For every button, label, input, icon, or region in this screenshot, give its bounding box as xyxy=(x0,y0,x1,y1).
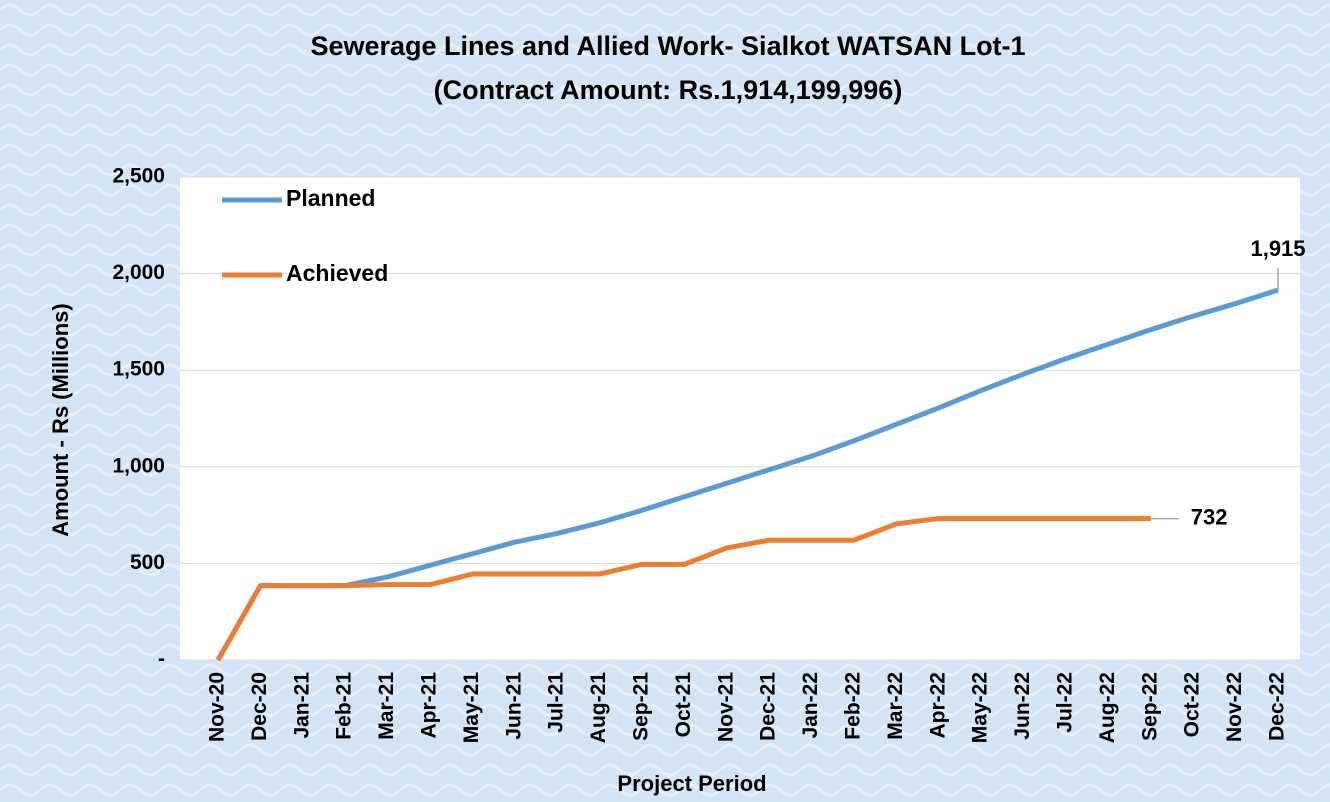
x-tick-label: Jun-22 xyxy=(1011,672,1034,740)
x-tick-label: Dec-21 xyxy=(757,672,780,741)
x-tick-label: Jan-21 xyxy=(290,672,313,739)
x-tick-label: Jan-22 xyxy=(799,672,822,739)
x-tick-label: Aug-22 xyxy=(1096,672,1119,743)
y-tick-label: 2,500 xyxy=(112,165,165,188)
data-label: 1,915 xyxy=(1250,236,1305,261)
y-tick-label: - xyxy=(158,648,165,671)
y-tick-label: 500 xyxy=(130,551,165,574)
legend-label: Achieved xyxy=(286,260,388,286)
x-tick-label: Feb-21 xyxy=(333,672,356,740)
x-tick-label: Mar-21 xyxy=(375,672,398,740)
data-label: 732 xyxy=(1191,504,1228,529)
chart-subtitle: (Contract Amount: Rs.1,914,199,996) xyxy=(434,75,903,105)
x-tick-label: Jun-21 xyxy=(502,672,525,740)
x-tick-label: May-22 xyxy=(969,672,992,743)
x-tick-label: Sep-22 xyxy=(1138,672,1161,741)
x-tick-label: Nov-20 xyxy=(206,672,229,742)
legend-label: Planned xyxy=(286,185,375,211)
chart-title: Sewerage Lines and Allied Work- Sialkot … xyxy=(310,31,1025,61)
x-axis-label: Project Period xyxy=(617,771,766,796)
x-tick-label: Dec-22 xyxy=(1266,672,1289,741)
x-tick-label: Feb-22 xyxy=(842,672,865,740)
x-tick-label: Jul-22 xyxy=(1054,672,1077,733)
x-tick-label: Jul-21 xyxy=(545,672,568,733)
x-tick-label: Sep-21 xyxy=(630,672,653,741)
x-tick-label: Nov-22 xyxy=(1223,672,1246,742)
series-line xyxy=(215,287,1279,662)
y-axis-label: Amount - Rs (Millions) xyxy=(48,303,73,536)
x-tick-label: Oct-21 xyxy=(672,672,695,738)
x-tick-label: Oct-22 xyxy=(1181,672,1204,737)
x-tick-label: Nov-21 xyxy=(714,672,737,742)
x-tick-label: May-21 xyxy=(460,672,483,744)
x-tick-label: Mar-22 xyxy=(884,672,907,740)
x-tick-label: Dec-20 xyxy=(248,672,271,741)
series-line xyxy=(215,516,1151,662)
y-tick-label: 2,000 xyxy=(112,261,165,284)
y-tick-label: 1,500 xyxy=(112,358,165,381)
y-tick-label: 1,000 xyxy=(112,454,165,477)
x-tick-label: Apr-21 xyxy=(418,672,441,739)
x-tick-label: Apr-22 xyxy=(926,672,949,739)
x-tick-label: Aug-21 xyxy=(587,672,610,743)
